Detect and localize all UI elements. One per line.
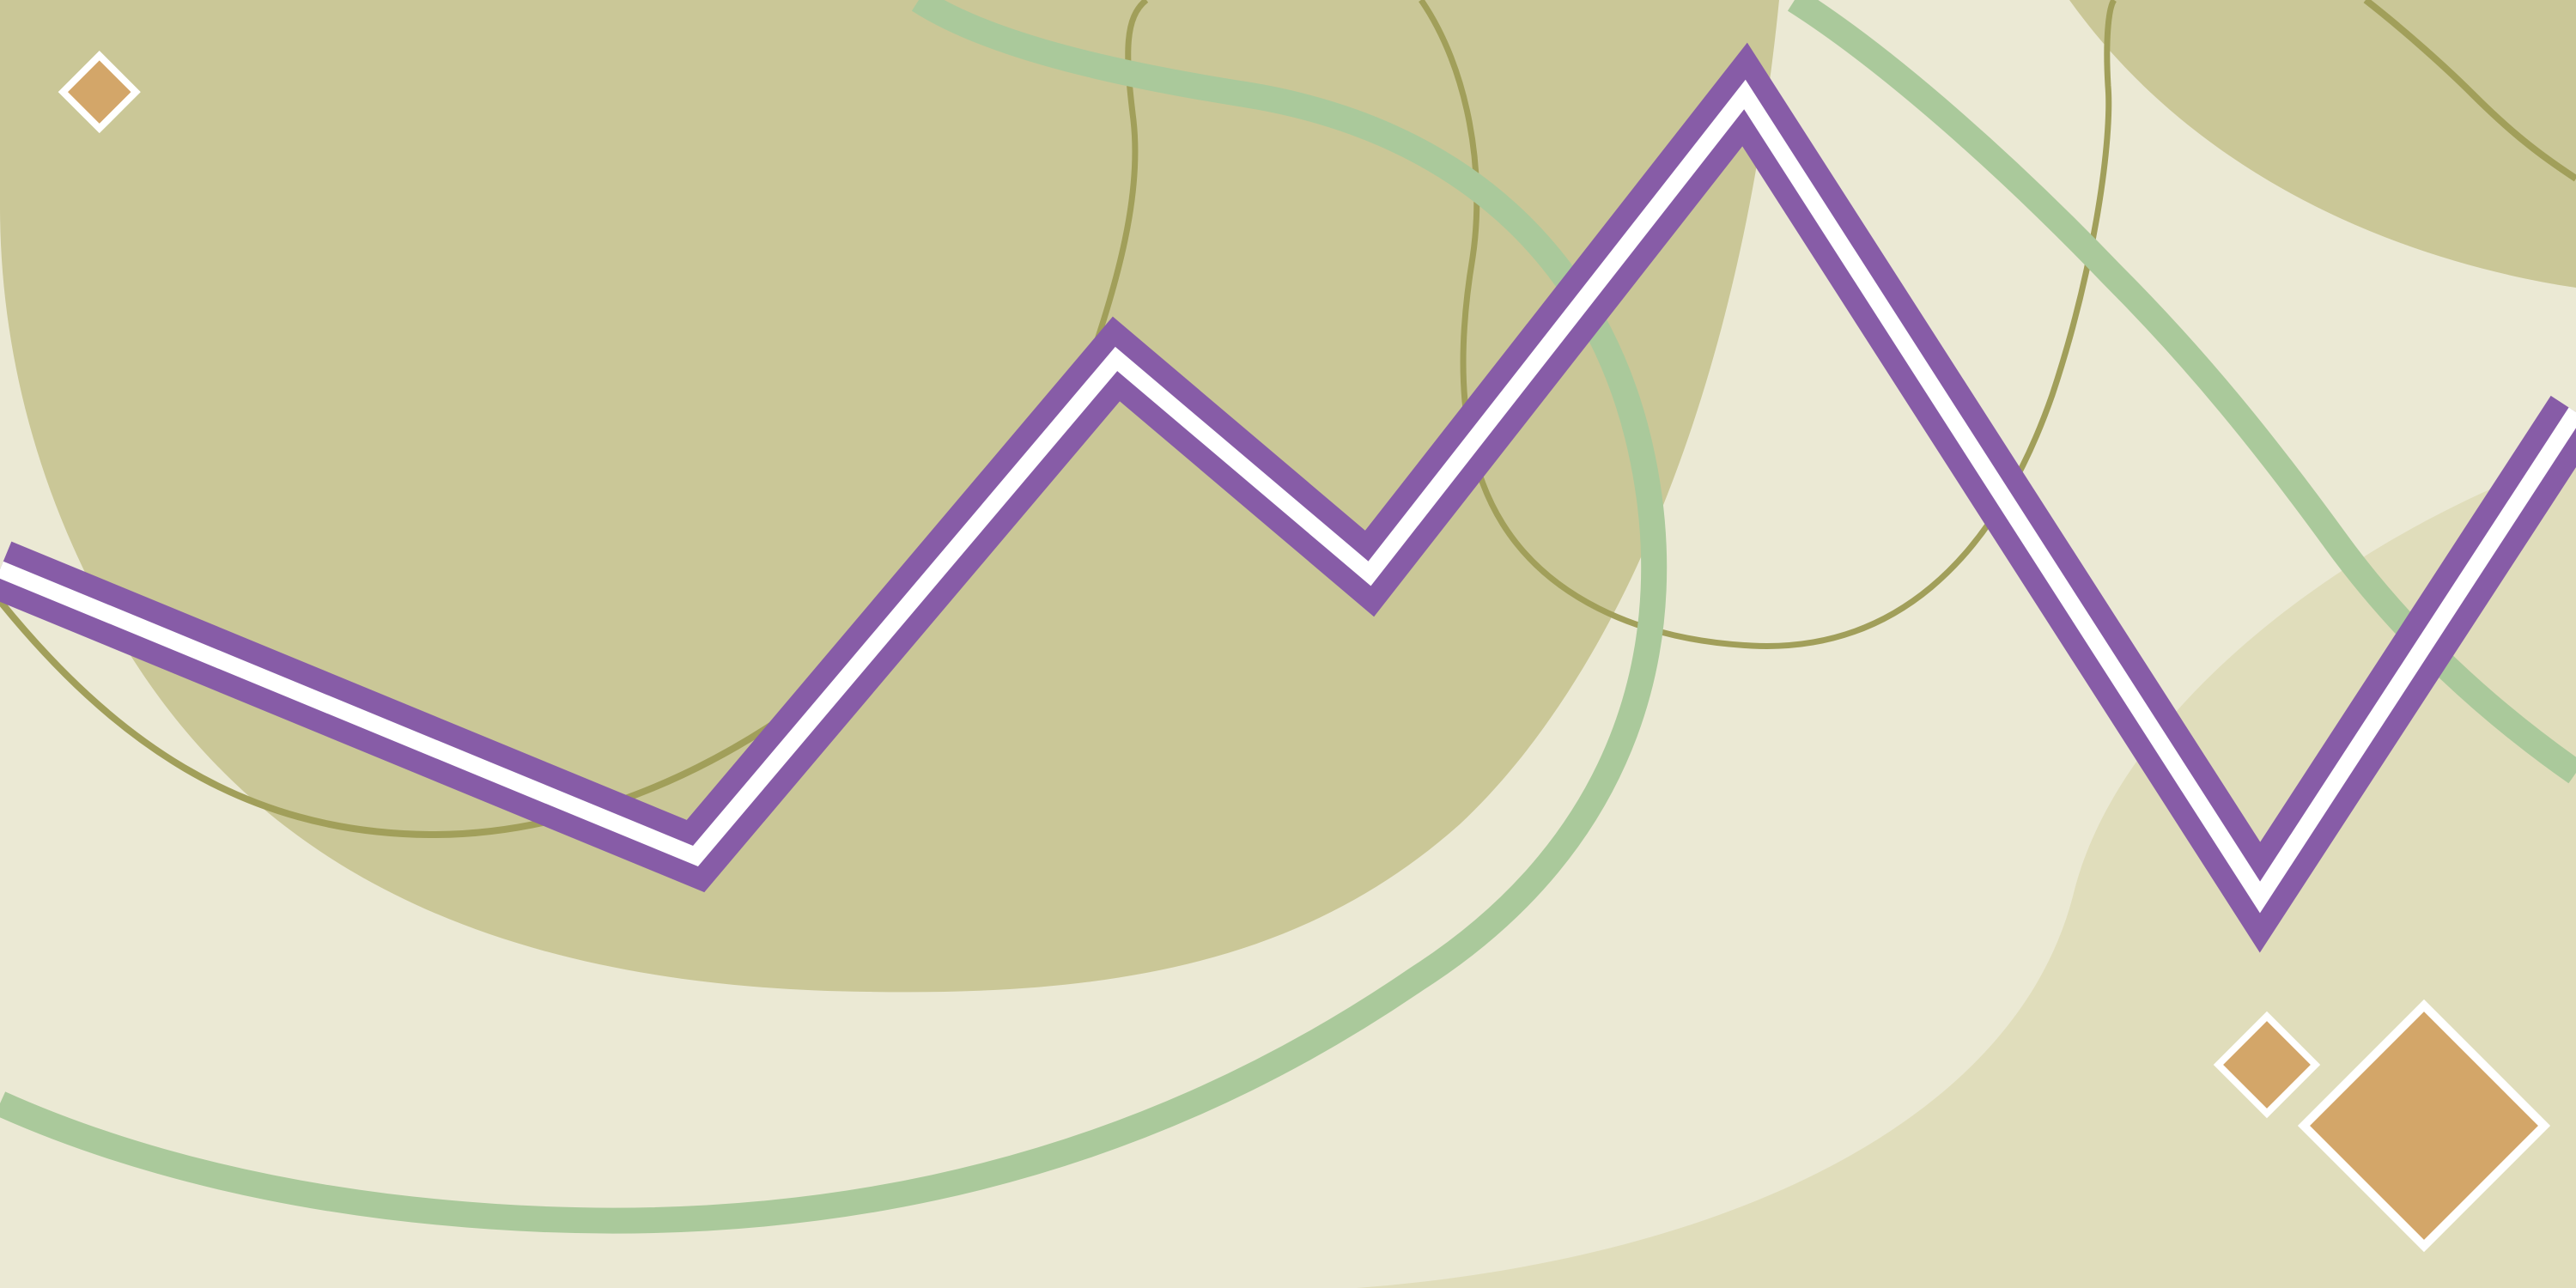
diamond-large-bottom-right [2297, 999, 2551, 1253]
diamond-small-bottom-right [2213, 1011, 2321, 1119]
thin-curve-top-right [2363, 0, 2576, 182]
thin-curve-left [0, 598, 793, 839]
diamond-small-top-left [58, 51, 141, 134]
green-band-loop [0, 0, 1668, 1234]
thin-loop-center [1087, 0, 2117, 649]
zigzag-white-line [0, 79, 2576, 914]
purple-white-zigzag [0, 42, 2576, 953]
